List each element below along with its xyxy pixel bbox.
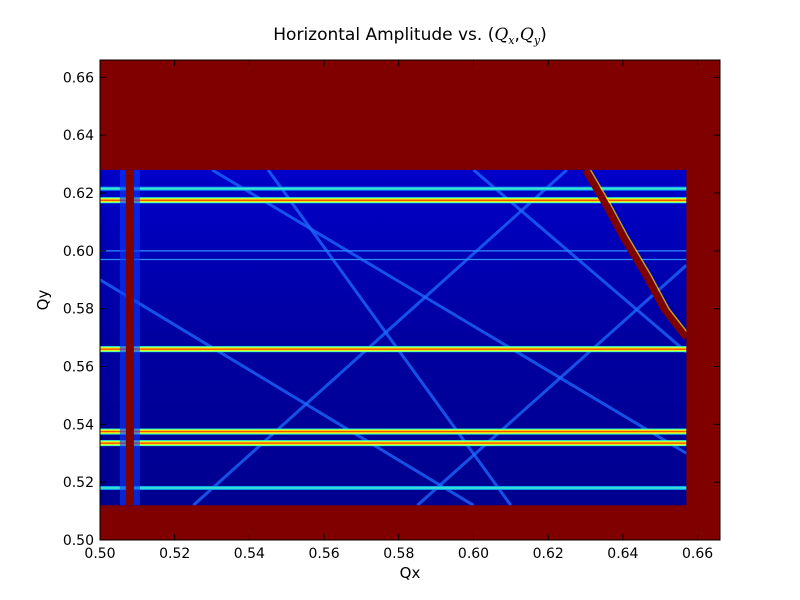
horizontal-resonance (100, 440, 687, 447)
x-tick-label: 0.64 (607, 546, 638, 562)
horizontal-resonance (100, 485, 687, 490)
plot-frame (99, 59, 721, 541)
horizontal-resonance (100, 186, 687, 191)
unstable-boundary-edge (589, 169, 687, 333)
unstable-boundary (582, 169, 687, 340)
y-tick-label: 0.58 (63, 302, 94, 318)
x-tick-label: 0.60 (458, 546, 489, 562)
x-tick-label: 0.54 (234, 546, 265, 562)
axis-ticks: 0.50 0.52 0.54 0.56 0.58 0.60 0.62 0.64 0.66 0.50… (63, 59, 721, 562)
vertical-resonance-core (125, 169, 134, 506)
x-tick-label: 0.50 (84, 546, 115, 562)
diagonal-resonance (211, 169, 687, 455)
chart-title: Horizontal Amplitude vs. (Qx,Qy) (273, 25, 546, 47)
y-tick-label: 0.60 (63, 244, 94, 260)
x-tick-label: 0.66 (682, 546, 713, 562)
x-tick-label: 0.56 (309, 546, 340, 562)
y-tick-label: 0.64 (63, 128, 94, 144)
y-tick-label: 0.52 (63, 475, 94, 491)
y-tick-label: 0.66 (63, 70, 94, 86)
diagonal-resonance (192, 169, 568, 506)
resonance-lines (100, 169, 687, 506)
y-tick-label: 0.50 (63, 533, 94, 549)
x-tick-label: 0.52 (159, 546, 190, 562)
plot-area (100, 60, 720, 540)
horizontal-resonance (100, 197, 687, 204)
x-axis-label: Qx (400, 564, 421, 582)
horizontal-resonance (100, 346, 687, 353)
y-tick-label: 0.54 (63, 417, 94, 433)
y-axis-label: Qy (34, 290, 52, 311)
x-tick-label: 0.58 (383, 546, 414, 562)
horizontal-resonance (100, 428, 687, 435)
diagonal-resonance (416, 264, 687, 506)
stable-region (100, 169, 687, 506)
y-tick-label: 0.62 (63, 186, 94, 202)
diagonal-resonance (266, 169, 513, 506)
x-tick-label: 0.62 (533, 546, 564, 562)
y-tick-label: 0.56 (63, 360, 94, 376)
diagonal-resonance (100, 278, 475, 506)
